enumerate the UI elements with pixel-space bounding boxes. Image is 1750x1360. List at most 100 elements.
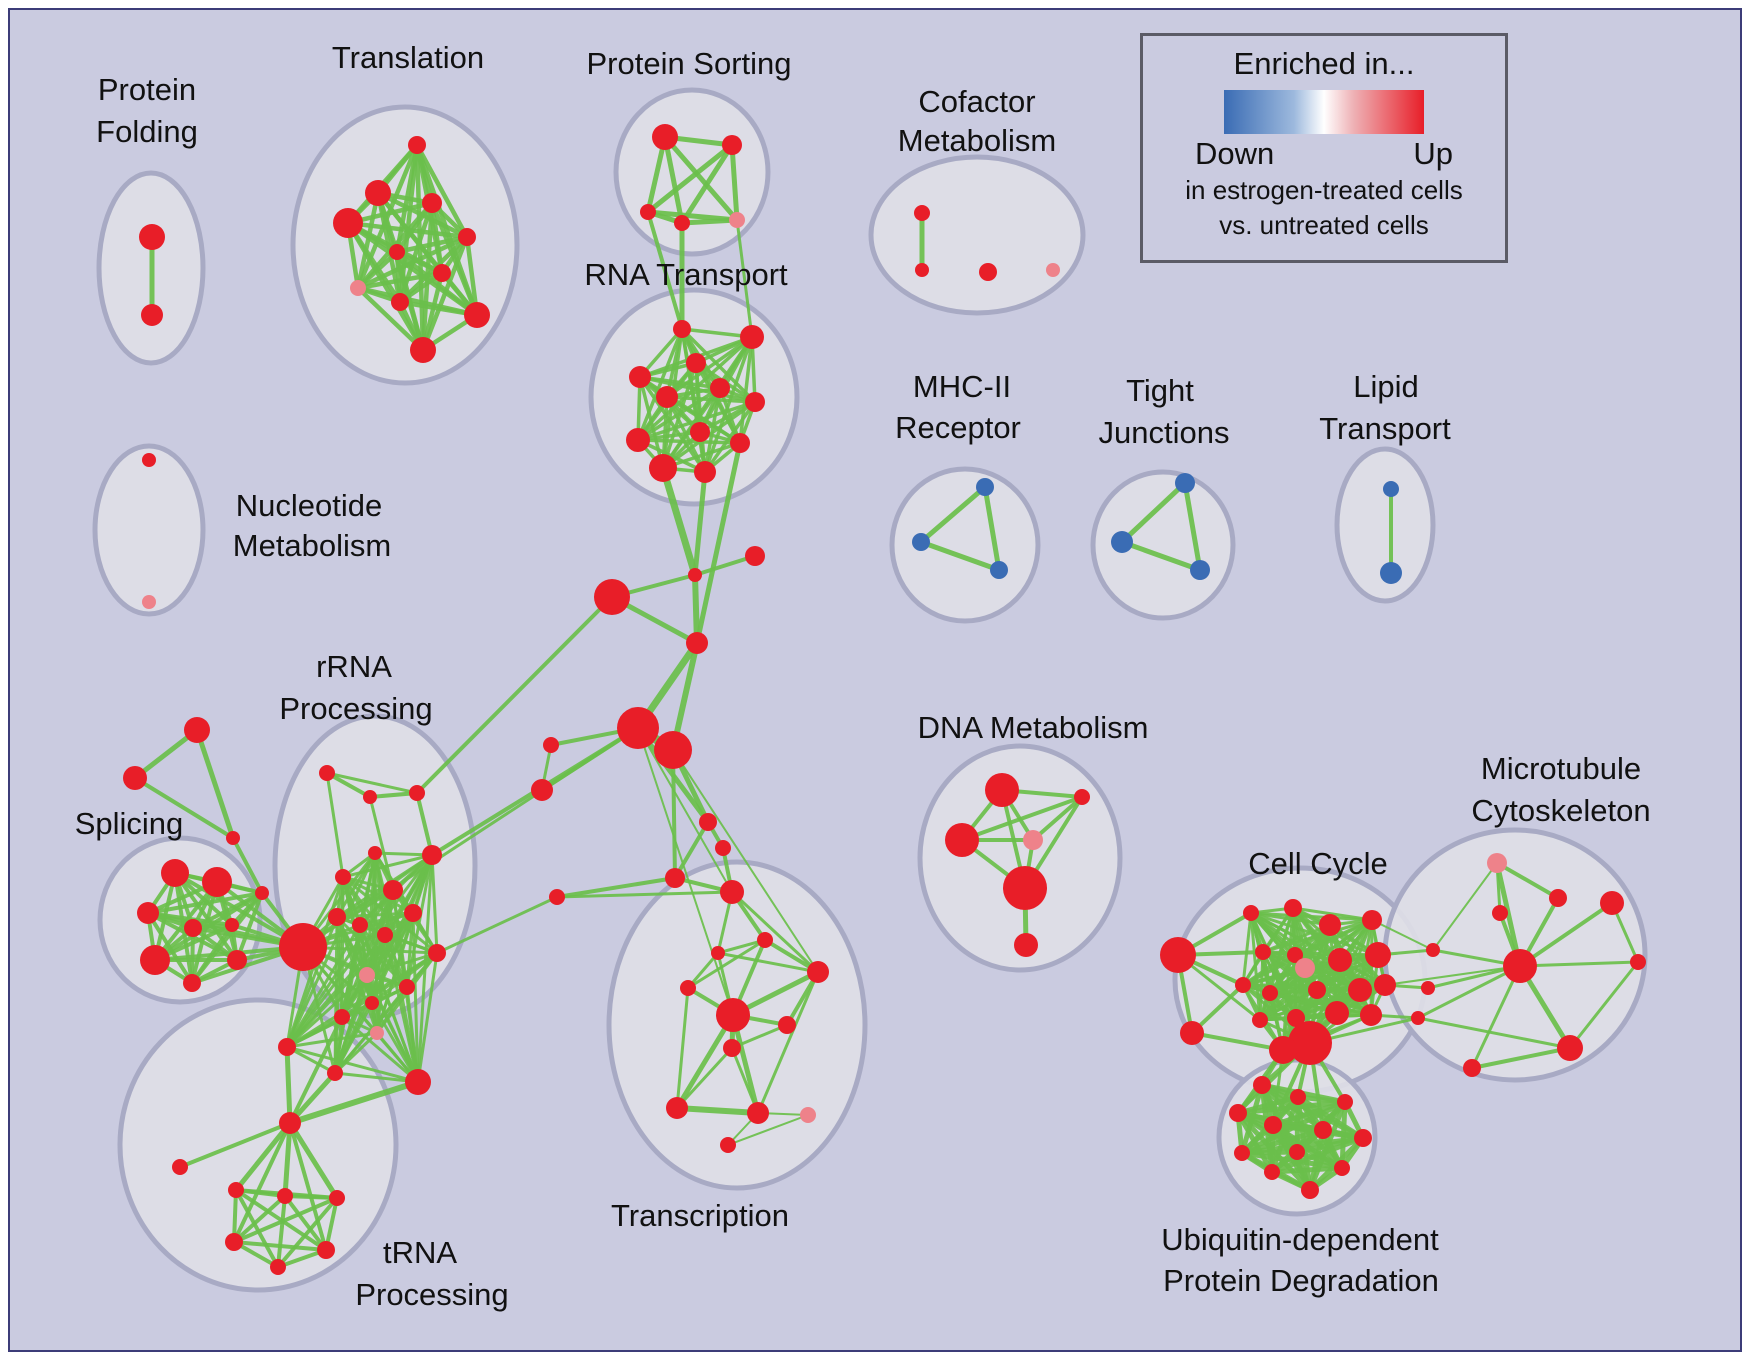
gene-set-node-red bbox=[410, 337, 436, 363]
edge bbox=[282, 1120, 293, 1199]
gene-set-node-red bbox=[1421, 981, 1435, 995]
edge bbox=[430, 853, 439, 955]
gene-set-node-red bbox=[1503, 949, 1537, 983]
gene-set-node-red bbox=[184, 717, 210, 743]
gene-set-node-blue bbox=[1380, 562, 1402, 584]
gene-set-node-red bbox=[368, 846, 382, 860]
edge bbox=[232, 1196, 339, 1244]
edge bbox=[637, 727, 733, 893]
edge bbox=[153, 945, 305, 962]
edge bbox=[394, 249, 480, 318]
edge bbox=[1384, 965, 1521, 986]
legend-caption-line2: vs. untreated cells bbox=[1219, 210, 1429, 241]
edge bbox=[675, 1046, 734, 1110]
gene-set-node-pink bbox=[1023, 830, 1043, 850]
gene-set-node-red bbox=[747, 1102, 769, 1124]
gene-set-node-red bbox=[1289, 1144, 1305, 1160]
gene-set-node-red bbox=[778, 1016, 796, 1034]
edge bbox=[373, 851, 439, 955]
edge bbox=[636, 400, 757, 442]
edge bbox=[716, 938, 767, 955]
edge bbox=[288, 1015, 344, 1125]
edge bbox=[1518, 960, 1640, 968]
gene-set-node-red bbox=[1003, 866, 1047, 910]
gene-set-node-red bbox=[720, 880, 744, 904]
edge bbox=[1119, 539, 1203, 573]
edge bbox=[1241, 953, 1297, 987]
edge bbox=[341, 875, 415, 915]
cluster-label-translation: Translation bbox=[332, 40, 484, 75]
edge bbox=[1182, 480, 1203, 573]
cluster-lipid-transport bbox=[1334, 446, 1436, 604]
edge bbox=[464, 234, 480, 318]
legend-down-label: Down bbox=[1195, 136, 1275, 171]
gene-set-node-red bbox=[352, 917, 368, 933]
gene-set-node-red bbox=[391, 293, 409, 311]
gene-set-node-red bbox=[172, 1159, 188, 1175]
gene-set-node-red bbox=[715, 840, 731, 856]
gene-set-node-red bbox=[716, 998, 750, 1032]
gene-set-node-blue bbox=[976, 478, 994, 496]
gene-set-node-red bbox=[807, 961, 829, 983]
gene-set-node-red bbox=[1630, 954, 1646, 970]
gene-set-node-blue bbox=[1383, 481, 1399, 497]
edge bbox=[375, 853, 434, 1035]
edge bbox=[555, 890, 734, 899]
cluster-tight-junctions bbox=[1090, 469, 1236, 621]
gene-set-node-red bbox=[383, 880, 403, 900]
edge bbox=[1470, 1046, 1572, 1070]
edge bbox=[716, 951, 820, 974]
edge bbox=[146, 891, 264, 915]
cluster-label-mhc-ii-receptor: MHC-II bbox=[913, 369, 1011, 404]
edge bbox=[1119, 480, 1188, 545]
gene-set-node-red bbox=[1264, 1116, 1282, 1134]
cluster-label-protein-folding: Folding bbox=[96, 114, 198, 149]
edge bbox=[285, 973, 369, 1049]
edge bbox=[1494, 860, 1523, 969]
edge bbox=[1261, 918, 1374, 954]
legend-up-label: Up bbox=[1413, 136, 1453, 171]
edge bbox=[674, 1105, 761, 1116]
gene-set-node-red bbox=[142, 453, 156, 467]
edge bbox=[1258, 988, 1319, 1022]
gene-set-node-red bbox=[1411, 1011, 1425, 1025]
cluster-label-splicing: Splicing bbox=[75, 806, 184, 841]
edge bbox=[429, 200, 480, 318]
edge bbox=[672, 749, 819, 973]
gene-set-node-pink bbox=[350, 280, 366, 296]
cluster-label-protein-sorting: Protein Sorting bbox=[586, 46, 791, 81]
gene-set-node-red bbox=[1160, 937, 1196, 973]
gene-set-node-red bbox=[757, 932, 773, 948]
edge bbox=[415, 791, 434, 857]
cluster-label-dna-metabolism: DNA Metabolism bbox=[918, 710, 1149, 745]
cluster-label-tight-junctions: Junctions bbox=[1099, 415, 1230, 450]
gene-set-node-red bbox=[464, 302, 490, 328]
gene-set-node-red bbox=[399, 979, 415, 995]
edge bbox=[276, 1194, 287, 1269]
gene-set-node-red bbox=[228, 1182, 244, 1198]
gene-set-node-red bbox=[1354, 1129, 1372, 1147]
gene-set-node-red bbox=[335, 869, 351, 885]
edge bbox=[679, 142, 735, 226]
edge bbox=[284, 1044, 293, 1126]
edge bbox=[636, 386, 722, 442]
edge bbox=[325, 771, 372, 799]
edge bbox=[283, 1194, 328, 1252]
gene-set-node-red bbox=[1325, 1001, 1349, 1025]
edge bbox=[918, 484, 988, 545]
edge bbox=[1031, 795, 1084, 842]
edge bbox=[730, 890, 820, 974]
edge bbox=[285, 1045, 420, 1084]
gene-set-node-red bbox=[328, 908, 346, 926]
gene-set-node-red bbox=[1014, 933, 1038, 957]
gene-set-node-red bbox=[184, 919, 202, 937]
gene-set-node-pink bbox=[1295, 958, 1315, 978]
edge bbox=[1432, 862, 1498, 951]
edge bbox=[1568, 960, 1640, 1050]
gene-set-node-red bbox=[1328, 948, 1352, 972]
edge bbox=[636, 327, 684, 442]
edge bbox=[659, 464, 699, 579]
gene-set-node-red bbox=[1365, 942, 1391, 968]
gene-set-node-blue bbox=[912, 533, 930, 551]
gene-set-node-red bbox=[1374, 974, 1396, 996]
